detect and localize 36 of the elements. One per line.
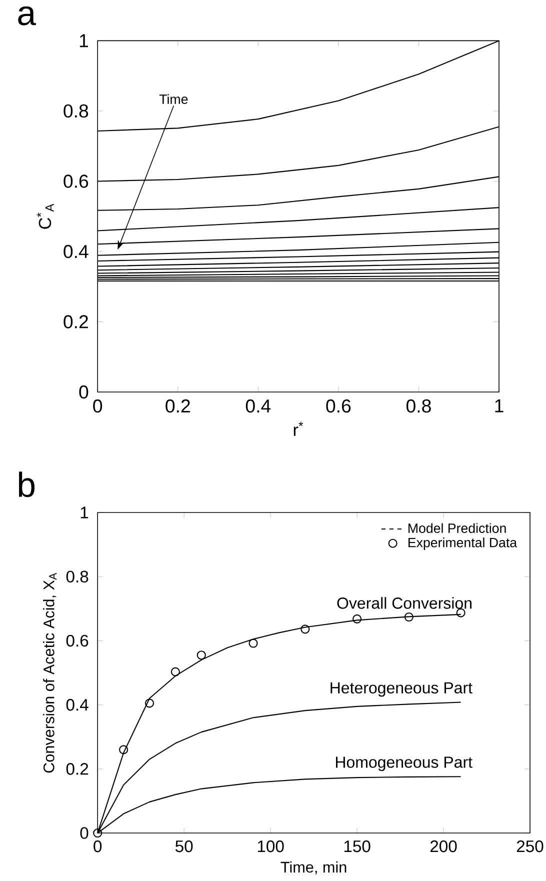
x-tick-label: 0.2 [166, 399, 190, 413]
y-tick-label: 0.6 [64, 174, 88, 188]
x-tick-label: 200 [430, 840, 457, 852]
chart-title: a [18, 6, 36, 26]
y-tick-label: 0.2 [64, 315, 88, 328]
y-tick-label: 0.8 [66, 570, 88, 583]
annotation: Model Prediction [408, 523, 506, 533]
y-tick-label: 0 [80, 827, 88, 839]
legend-label: Experimental Data [408, 538, 518, 550]
y-tick-label: 0.2 [66, 763, 88, 775]
y-tick-label: 0.4 [66, 698, 88, 711]
chart-title: b [18, 472, 35, 498]
y-axis-title: C$^{*}$A [36, 204, 54, 229]
x-tick-label: 0.6 [326, 399, 351, 413]
series-label: Homogeneous Part [336, 756, 472, 772]
annotation: Time [159, 94, 188, 104]
x-tick-label: 1 [495, 399, 504, 412]
series-label: Overall Conversion [337, 597, 472, 609]
y-tick-label: 0.6 [66, 634, 88, 647]
y-tick-label: 0.4 [64, 244, 88, 258]
y-tick-label: 0 [79, 385, 88, 399]
x-tick-label: 0.4 [246, 399, 271, 413]
series-label: Heterogeneous Part [330, 682, 472, 697]
x-tick-label: 100 [258, 840, 284, 852]
x-tick-label: 0 [93, 399, 102, 413]
x-tick-label: 250 [516, 840, 544, 852]
x-tick-label: 0.8 [406, 399, 431, 413]
x-tick-label: 150 [344, 840, 370, 852]
y-tick-label: 0.8 [64, 104, 88, 118]
x-tick-label: 0 [94, 840, 102, 852]
y-tick-label: 1 [80, 34, 88, 48]
y-tick-label: 1 [80, 506, 88, 518]
x-tick-label: 50 [175, 840, 193, 852]
x-axis-title: r$^{*}$ [294, 422, 304, 436]
x-axis-title: Time, min [280, 861, 346, 874]
y-axis-title: Conversion of Acetic Acid, X$_{A}$ [43, 572, 57, 773]
